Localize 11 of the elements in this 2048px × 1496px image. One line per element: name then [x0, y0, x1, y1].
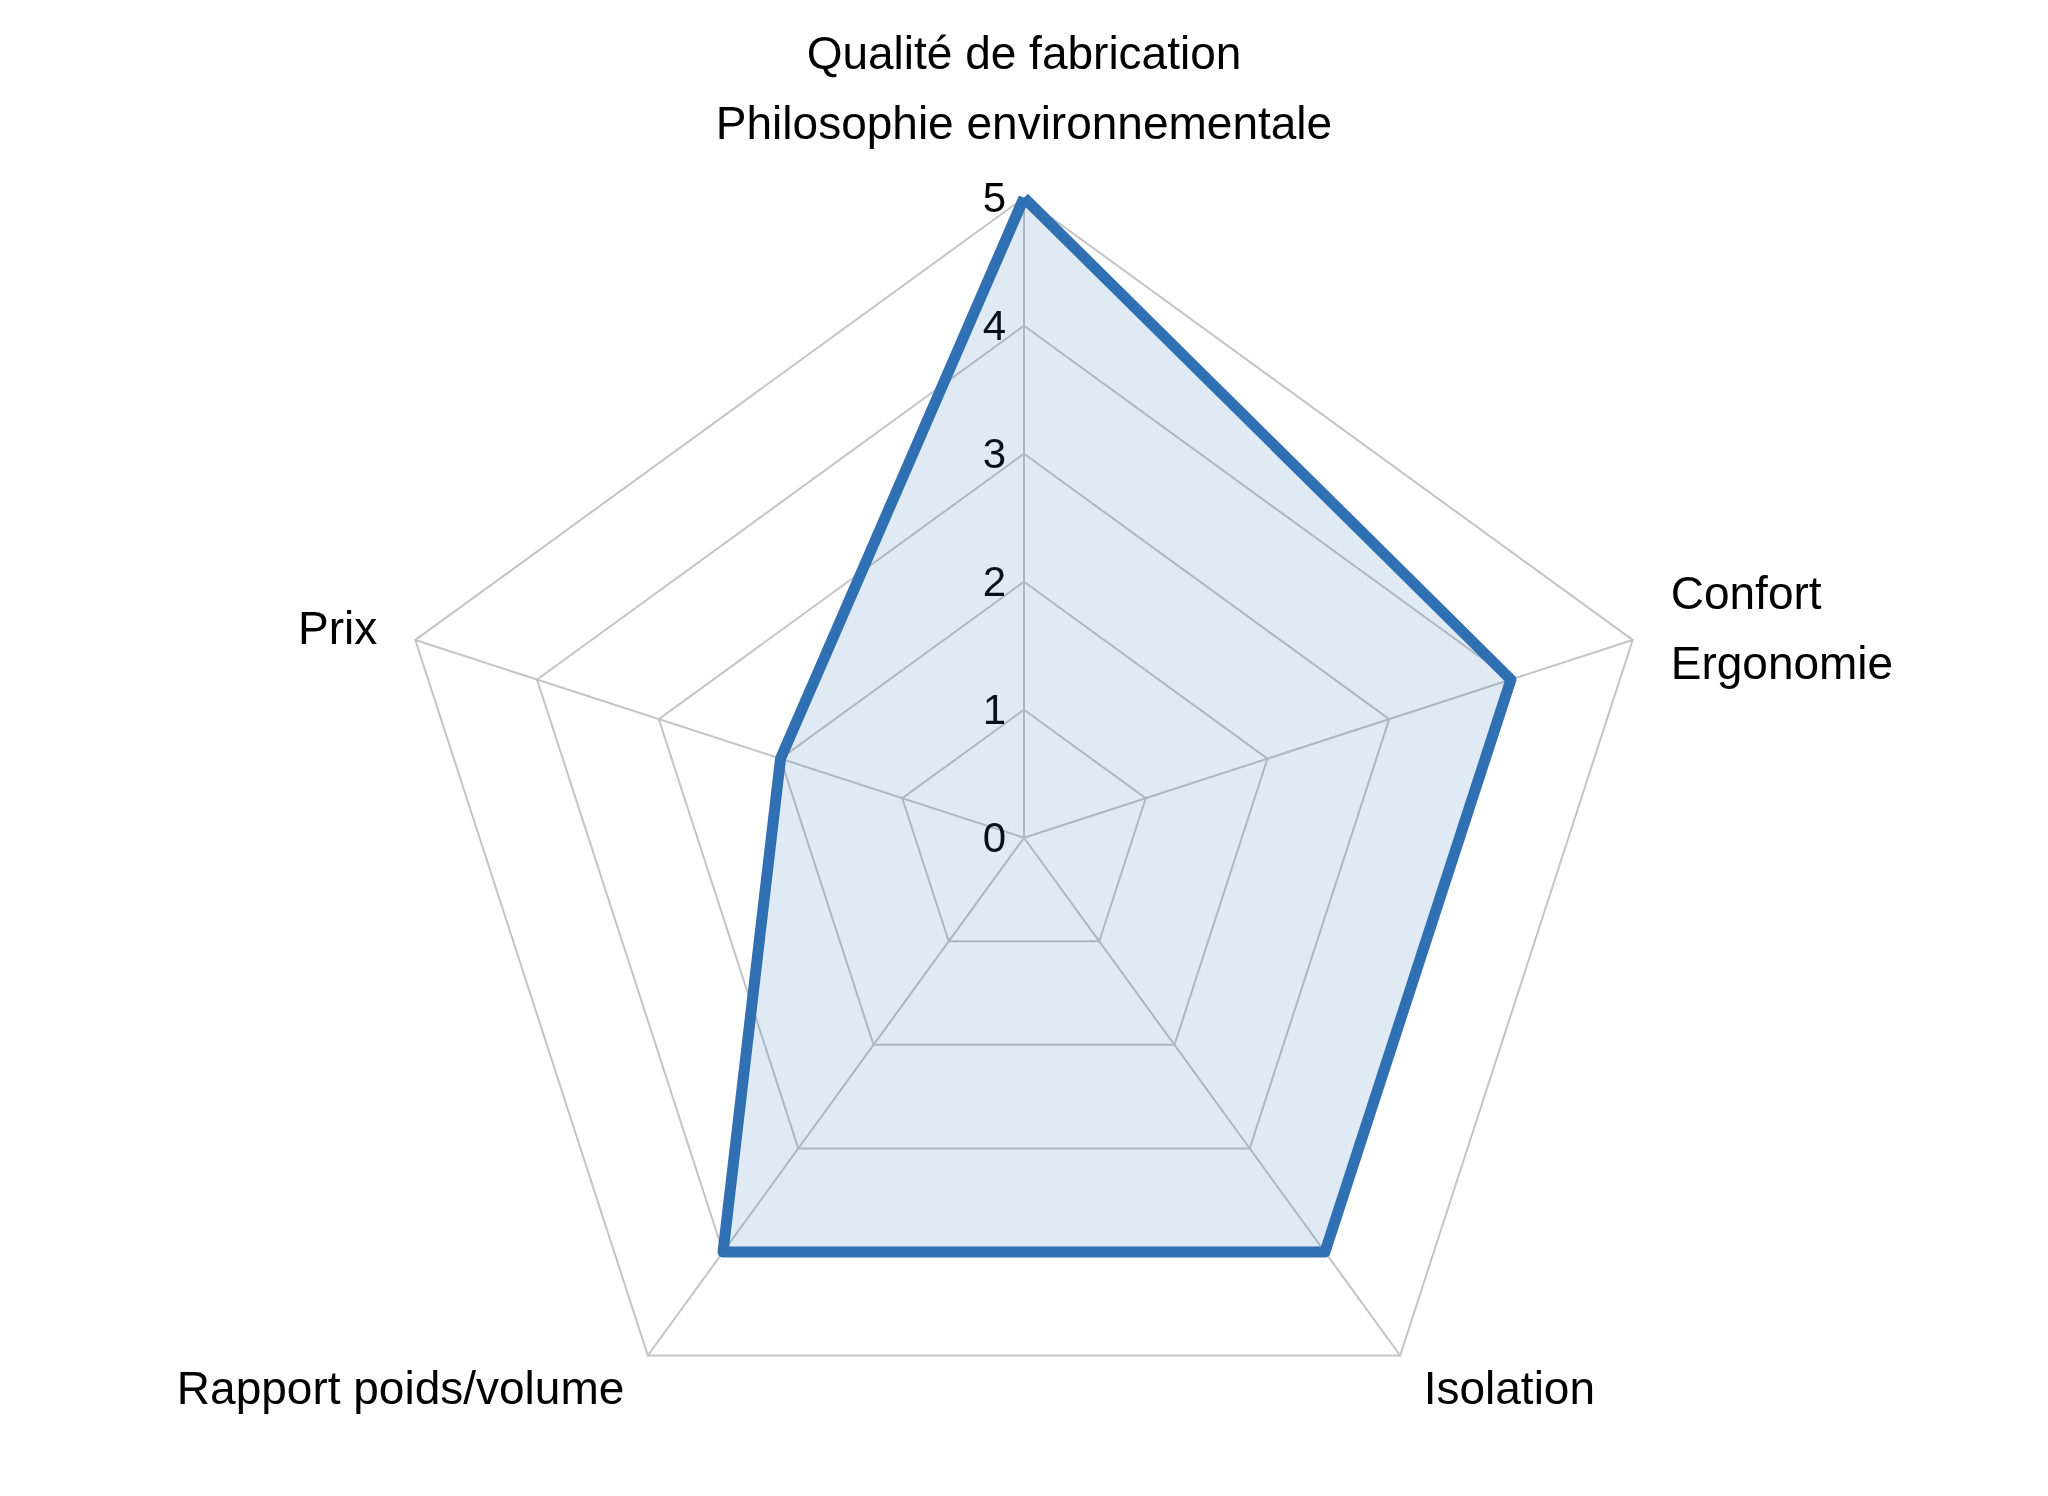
spoke-label: Prix	[298, 601, 378, 654]
spoke-label: Confort Ergonomie	[1670, 566, 1894, 689]
y-tick-label: 0	[982, 814, 1006, 862]
spoke-label: Rapport poids/volume	[176, 1361, 625, 1414]
y-tick-label: 1	[982, 686, 1006, 734]
y-tick-label: 3	[982, 430, 1006, 478]
y-tick-label: 4	[982, 302, 1006, 350]
spoke-label: Qualité de fabrication Philosophie environnementale	[715, 26, 1333, 149]
spoke-label: Isolation	[1423, 1361, 1596, 1414]
y-tick-label: 2	[982, 558, 1006, 606]
y-tick-label: 5	[982, 174, 1006, 222]
